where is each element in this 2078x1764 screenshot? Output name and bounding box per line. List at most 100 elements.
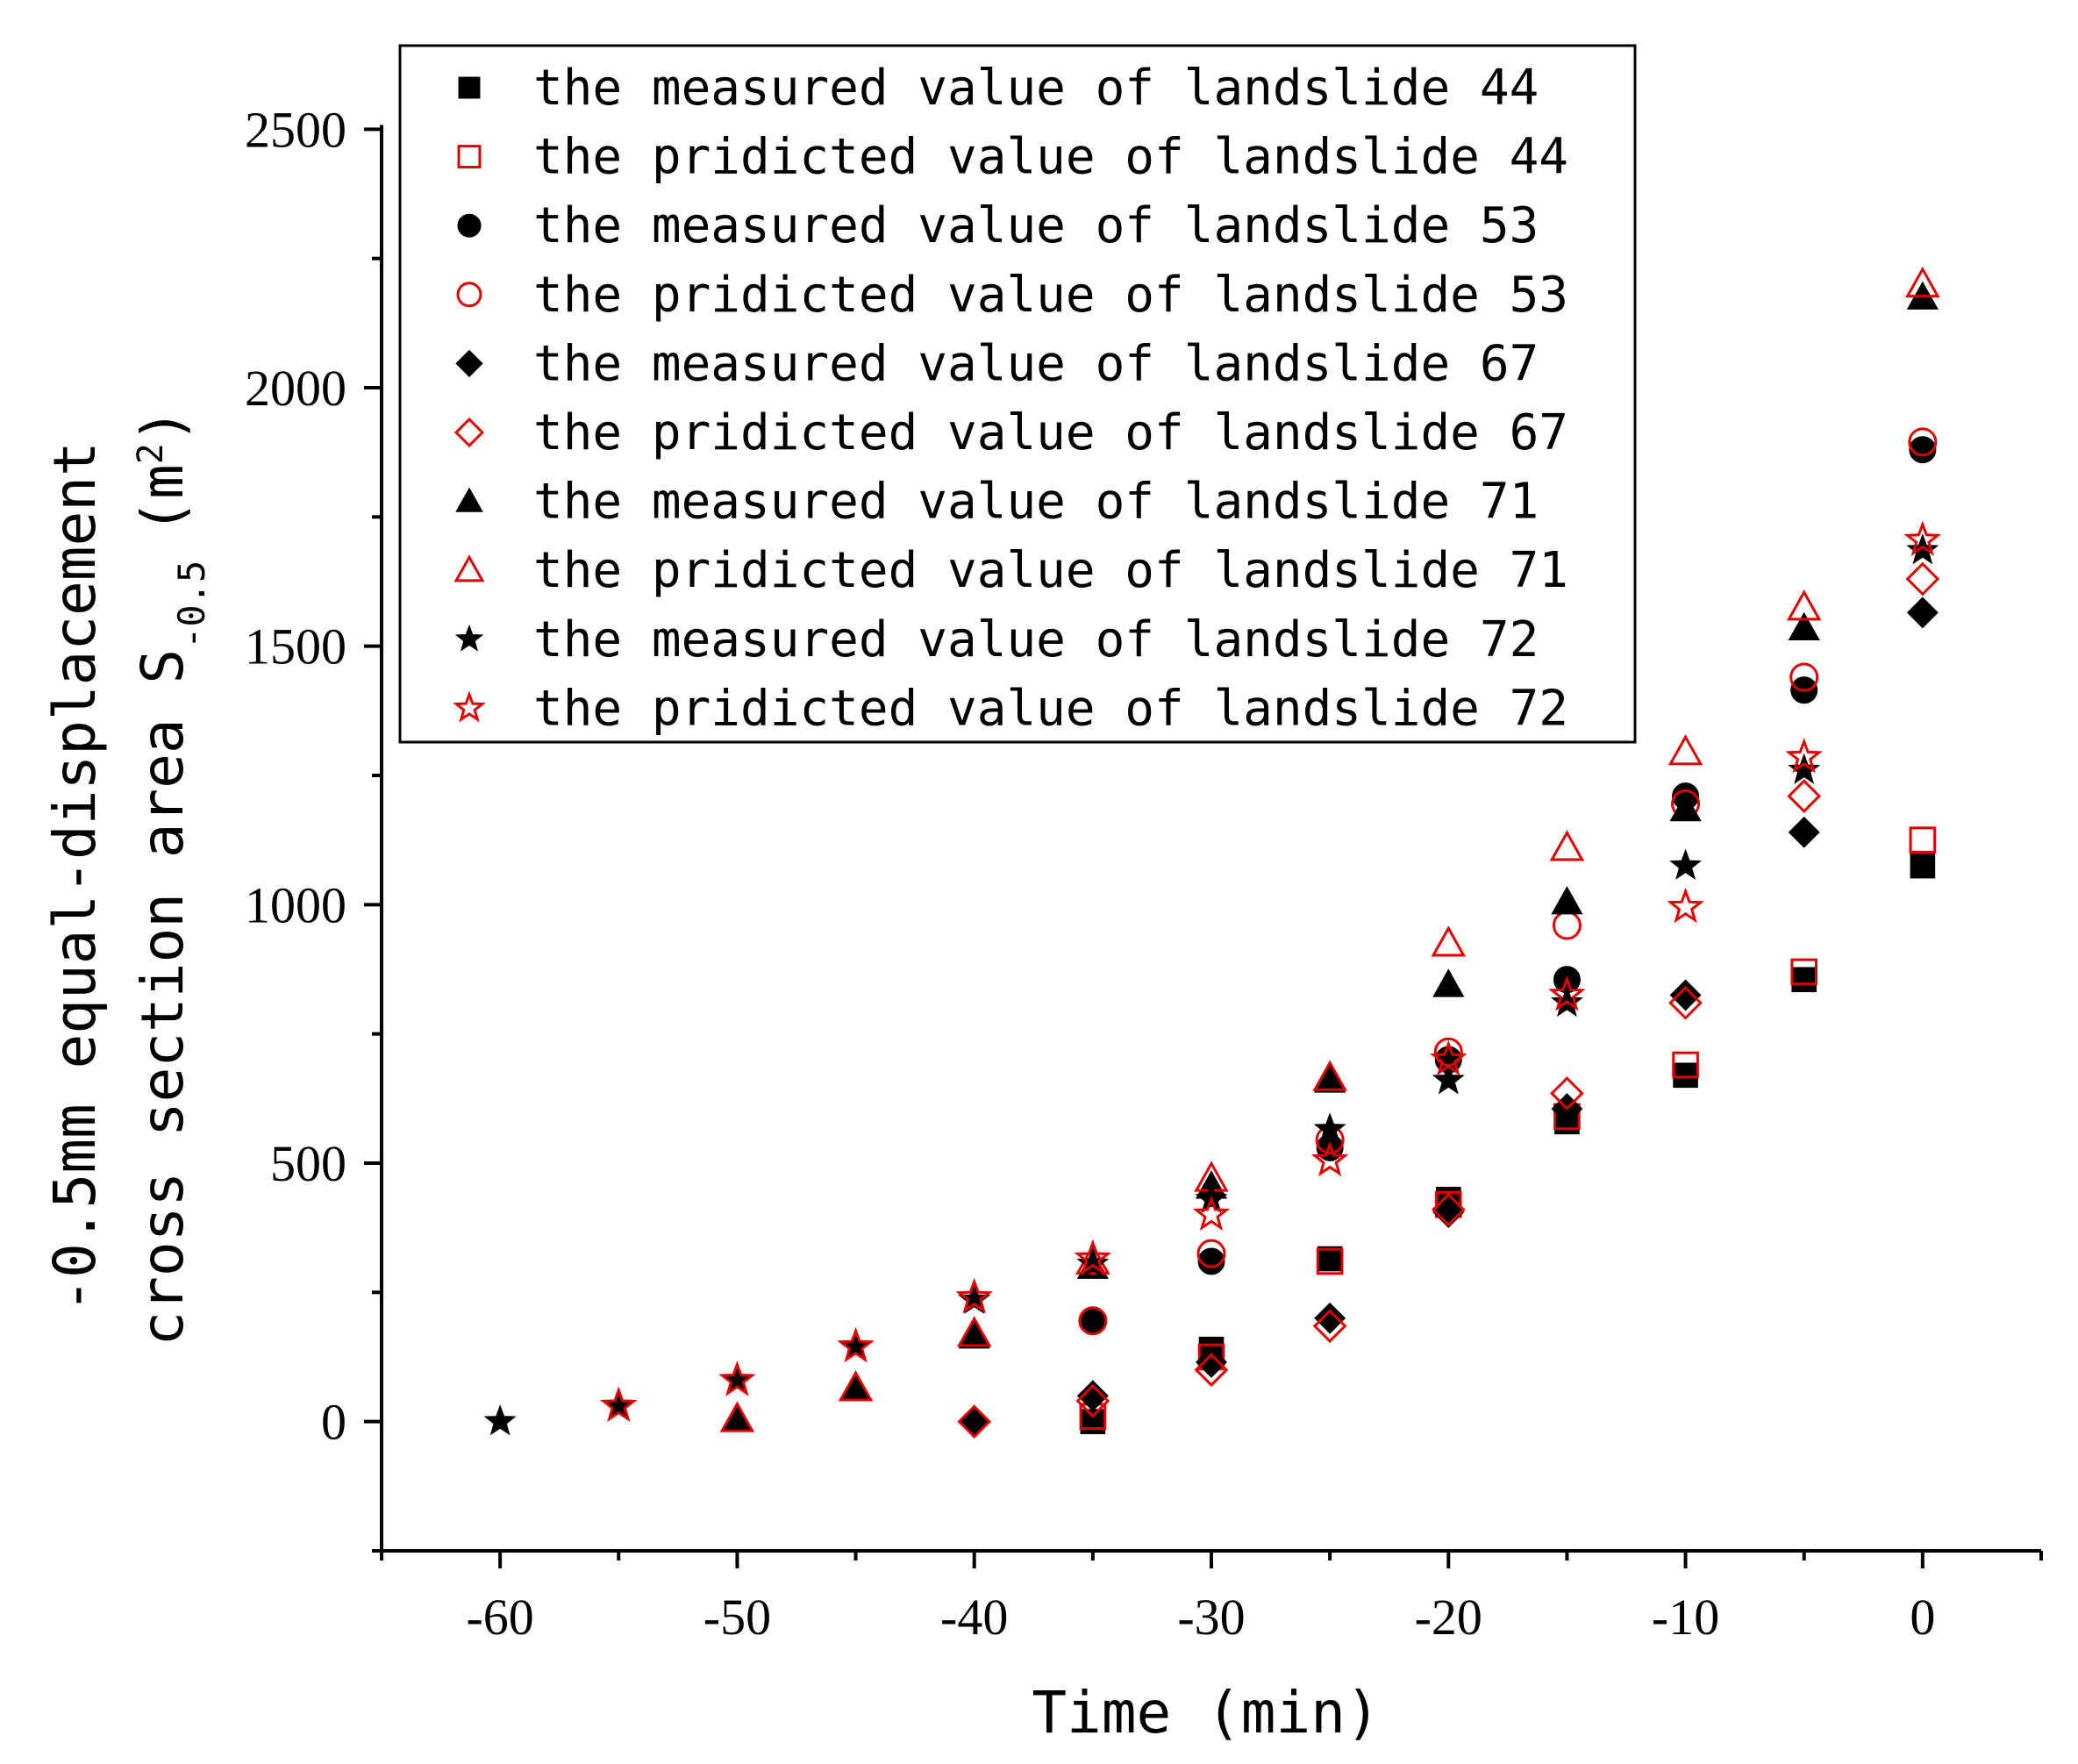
data-point-star-measured	[483, 1404, 517, 1436]
y-axis-title-line2: cross section area S-0.5 (m2)	[129, 408, 213, 1346]
series-1	[1080, 853, 1936, 1434]
data-point-diamond-measured	[958, 1405, 990, 1438]
legend-label: the pridicted value of landslide 44	[533, 129, 1568, 186]
legend-label: the pridicted value of landslide 72	[533, 680, 1568, 737]
data-point-triangle-measured	[721, 1403, 753, 1432]
data-point-circle-predicted	[1789, 662, 1819, 692]
data-point-square-measured	[1791, 967, 1817, 993]
data-point-diamond-predicted	[1075, 1383, 1110, 1418]
data-point-triangle-predicted	[1549, 830, 1585, 861]
data-point-star-predicted	[1192, 1195, 1231, 1232]
data-point-circle-measured	[1197, 1247, 1225, 1275]
legend-symbol-circle	[456, 282, 482, 308]
data-point-diamond-measured	[1076, 1380, 1109, 1412]
axes: -60 -50 -40 -30 -20 -10 0 0 500 1000 1500 2000 2500	[245, 101, 2043, 1646]
data-point-diamond-predicted	[1905, 561, 1940, 596]
data-point-triangle-predicted	[956, 1316, 992, 1347]
legend-box	[398, 44, 1637, 744]
data-point-triangle-measured	[1314, 1064, 1346, 1093]
data-point-triangle-predicted	[719, 1401, 755, 1432]
data-point-star-predicted	[1903, 520, 1942, 556]
data-point-diamond-predicted	[1668, 985, 1703, 1020]
data-point-diamond-measured	[1788, 816, 1820, 848]
legend-symbol-triangle	[453, 554, 485, 582]
data-point-circle-predicted	[1552, 911, 1582, 940]
data-point-star-predicted	[1430, 1039, 1467, 1076]
legend-label: the measured value of landslide 44	[533, 60, 1539, 117]
legend-symbol-star	[453, 690, 486, 723]
data-point-circle-predicted	[1908, 427, 1938, 457]
data-point-triangle-predicted	[1431, 925, 1467, 957]
data-point-triangle-predicted	[1667, 734, 1703, 766]
data-point-star-measured	[1906, 533, 1939, 565]
legend-symbol-diamond	[455, 349, 483, 378]
x-tick-label: -60	[466, 1589, 533, 1646]
data-point-star-measured	[1313, 1112, 1346, 1144]
data-point-square-predicted	[1790, 958, 1818, 986]
data-point-star-predicted	[718, 1360, 756, 1396]
data-point-star-measured	[958, 1282, 991, 1314]
data-point-diamond-predicted	[1787, 779, 1822, 813]
data-point-triangle-measured	[1669, 793, 1702, 822]
legend-symbol-star	[454, 624, 484, 652]
y-axis-title-main: cross section area S	[129, 649, 196, 1346]
data-point-circle-measured	[1909, 436, 1937, 464]
data-point-square-measured	[1673, 1062, 1698, 1089]
data-point-square-predicted	[1909, 826, 1937, 853]
y-tick-label: 2500	[245, 101, 346, 158]
series-10	[600, 520, 1942, 1422]
x-tick-label: -10	[1652, 1589, 1719, 1646]
data-point-square-measured	[1910, 853, 1936, 879]
data-point-star-predicted	[1785, 738, 1823, 774]
legend: the measured value of landslide 44 the pr…	[398, 44, 1637, 744]
y-tick-label: 500	[270, 1135, 346, 1192]
legend-label: the measured value of landslide 71	[533, 474, 1539, 531]
y-tick-label: 2000	[245, 360, 346, 417]
data-point-triangle-predicted	[1786, 589, 1822, 621]
y-axis-title-subscript: -0.5	[170, 561, 213, 649]
data-point-star-predicted	[1667, 887, 1704, 924]
y-tick-label: 0	[321, 1394, 346, 1451]
data-point-triangle-measured	[1788, 611, 1820, 640]
data-point-circle-predicted	[1078, 1306, 1108, 1336]
data-point-triangle-measured	[958, 1320, 990, 1349]
data-point-diamond-predicted	[1431, 1192, 1466, 1227]
data-point-triangle-measured	[839, 1372, 872, 1401]
legend-label: the measured value of landslide 53	[533, 197, 1539, 254]
y-tick-label: 1500	[245, 618, 346, 675]
series-6	[957, 561, 1940, 1439]
data-point-triangle-predicted	[838, 1370, 874, 1402]
data-point-triangle-measured	[1551, 886, 1583, 915]
data-point-diamond-measured	[1669, 979, 1702, 1011]
data-point-diamond-predicted	[1312, 1309, 1347, 1344]
data-point-star-predicted	[600, 1386, 638, 1422]
data-point-diamond-measured	[1906, 596, 1939, 629]
y-tick-label: 1000	[245, 876, 346, 933]
legend-symbol-circle	[457, 213, 482, 238]
x-ticks: -60 -50 -40 -30 -20 -10 0	[380, 1551, 2043, 1646]
y-axis-title-unit-close: )	[129, 408, 196, 443]
y-axis-title: -0.5mm equal-displacement cross section …	[41, 408, 213, 1346]
legend-symbol-square	[458, 76, 481, 99]
legend-label: the measured value of landslide 67	[533, 335, 1539, 392]
legend-label: the measured value of landslide 72	[533, 611, 1539, 668]
data-point-star-measured	[1076, 1246, 1110, 1278]
y-axis-title-unit-sup: 2	[131, 443, 171, 464]
data-point-star-predicted	[1074, 1239, 1112, 1275]
legend-label: the pridicted value of landslide 71	[533, 542, 1568, 599]
data-point-diamond-predicted	[957, 1404, 992, 1439]
data-markers	[483, 266, 1942, 1439]
data-point-triangle-predicted	[1312, 1060, 1347, 1091]
data-point-star-measured	[1788, 753, 1821, 784]
data-point-star-predicted	[837, 1326, 875, 1363]
data-point-square-measured	[1317, 1246, 1343, 1272]
legend-symbol-square	[457, 145, 482, 169]
x-tick-label: 0	[1910, 1589, 1935, 1646]
data-point-diamond-predicted	[1550, 1076, 1584, 1111]
data-point-star-measured	[1669, 848, 1703, 880]
data-point-star-predicted	[955, 1277, 993, 1314]
y-axis-title-line1: -0.5mm equal-displacement	[41, 441, 109, 1312]
y-axis-title-unit-open: (m	[129, 464, 196, 533]
legend-items: the measured value of landslide 44 the pr…	[453, 60, 1568, 737]
